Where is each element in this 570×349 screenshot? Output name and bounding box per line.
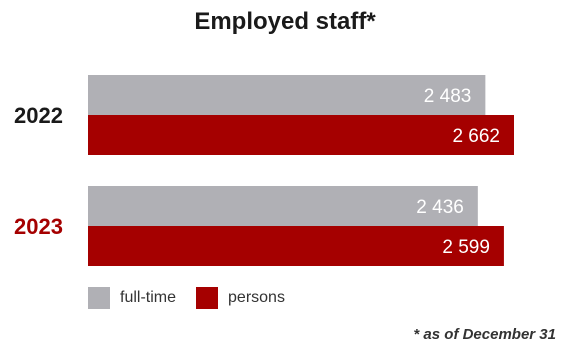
bar-label-full-time-2022: 2 483 bbox=[424, 86, 472, 107]
bar-persons-2022 bbox=[88, 115, 514, 155]
category-label-2022: 2022 bbox=[14, 103, 63, 128]
legend-swatch-persons bbox=[196, 287, 219, 309]
legend-item-persons: persons bbox=[196, 287, 285, 309]
chart-title: Employed staff* bbox=[194, 8, 376, 35]
bar-label-persons-2022: 2 662 bbox=[452, 126, 500, 147]
legend: full-time persons bbox=[88, 287, 305, 309]
bar-full-time-2023 bbox=[88, 186, 478, 226]
category-label-2023: 2023 bbox=[14, 214, 63, 239]
bar-persons-2023 bbox=[88, 226, 504, 266]
legend-label-full-time: full-time bbox=[120, 289, 177, 306]
legend-item-full-time: full-time bbox=[88, 287, 176, 309]
bar-label-full-time-2023: 2 436 bbox=[416, 197, 464, 218]
bar-label-persons-2023: 2 599 bbox=[442, 237, 490, 258]
legend-label-persons: persons bbox=[228, 289, 285, 306]
footnote: * as of December 31 bbox=[413, 326, 556, 343]
bar-chart: 2022 2 483 2 662 2023 2 436 2 599 bbox=[14, 75, 514, 266]
legend-swatch-full-time bbox=[88, 287, 110, 309]
bar-full-time-2022 bbox=[88, 75, 486, 115]
